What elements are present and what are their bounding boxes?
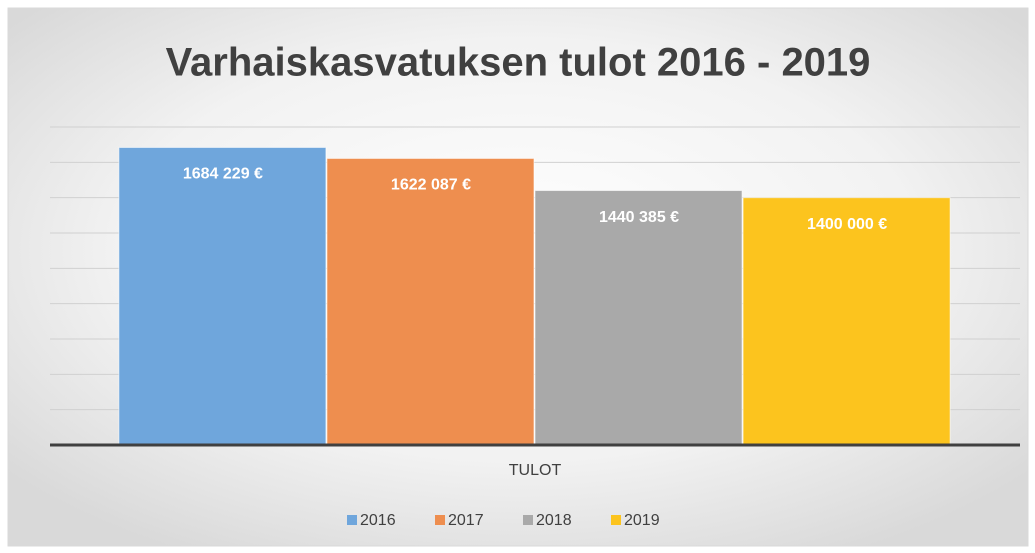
legend-swatch [347,515,357,525]
x-tick-label: TULOT [509,462,562,479]
bar [326,157,535,446]
chart-title: Varhaiskasvatuksen tulot 2016 - 2019 [166,41,871,85]
data-label: 1400 000 € [807,216,887,233]
legend-label: 2018 [536,512,572,529]
data-label: 1622 087 € [391,177,471,194]
legend-label: 2019 [624,512,660,529]
legend-swatch [523,515,533,525]
data-label: 1440 385 € [599,209,679,226]
legend-swatch [435,515,445,525]
bar [118,146,327,446]
bar [534,190,743,446]
bar [742,197,951,446]
legend-label: 2016 [360,512,396,529]
data-label: 1684 229 € [183,166,263,183]
legend-label: 2017 [448,512,484,529]
legend-swatch [611,515,621,525]
